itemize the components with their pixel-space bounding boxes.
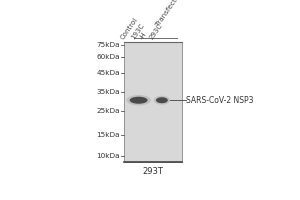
Text: 35kDa: 35kDa — [97, 89, 120, 95]
Text: 10kDa: 10kDa — [97, 153, 120, 159]
Text: 60kDa: 60kDa — [97, 54, 120, 60]
Ellipse shape — [126, 95, 151, 105]
Text: -H: -H — [138, 30, 148, 40]
Text: 75kDa: 75kDa — [97, 42, 120, 48]
Text: SARS-CoV-2 NSP3: SARS-CoV-2 NSP3 — [186, 96, 254, 105]
Ellipse shape — [154, 96, 170, 105]
Ellipse shape — [156, 97, 168, 103]
Text: 193C: 193C — [130, 22, 145, 40]
Text: Transfected: Transfected — [155, 0, 184, 28]
Text: 15kDa: 15kDa — [97, 132, 120, 138]
Text: 293T: 293T — [142, 167, 163, 176]
Text: Control: Control — [120, 16, 139, 40]
Text: 25kDa: 25kDa — [97, 108, 120, 114]
Text: 293C: 293C — [148, 22, 164, 40]
Bar — [124, 42, 182, 162]
Text: 45kDa: 45kDa — [97, 70, 120, 76]
Ellipse shape — [130, 97, 148, 104]
